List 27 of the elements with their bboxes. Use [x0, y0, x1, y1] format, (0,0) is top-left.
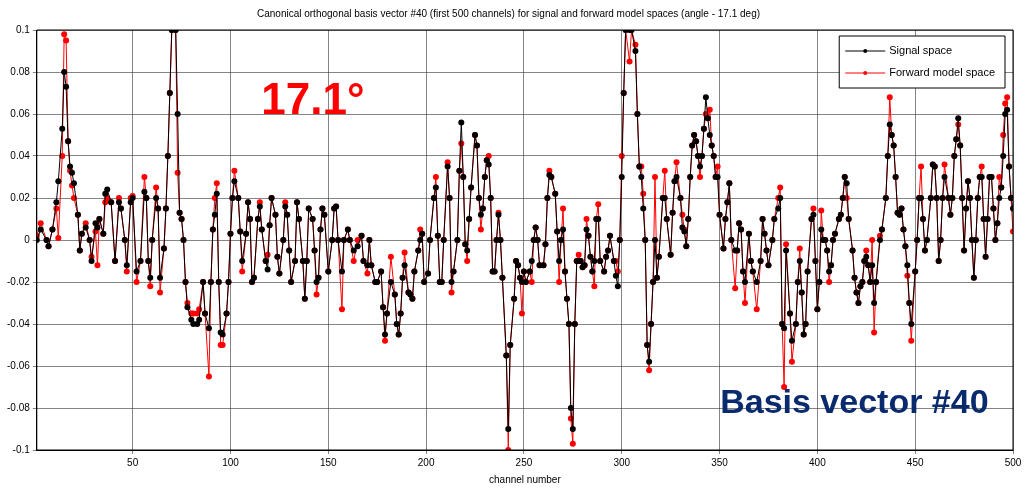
y-tick-label: -0.04 — [7, 317, 31, 329]
x-tick-label: 500 — [1004, 456, 1022, 468]
annotation: 17.1° — [261, 73, 365, 123]
x-tick-label: 400 — [809, 456, 827, 468]
y-tick-label: 0.1 — [15, 23, 31, 35]
chart-title: Canonical orthogonal basis vector #40 (first 500 channels) for signal and forward model spaces (angle - 17.1 deg) — [256, 7, 761, 19]
x-axis-title: channel number — [489, 473, 562, 485]
x-tick-label: 100 — [222, 456, 240, 468]
y-tick-label: 0.04 — [10, 149, 31, 161]
x-tick-label: 300 — [613, 456, 631, 468]
y-tick-label: -0.1 — [12, 443, 31, 455]
legend-label: Signal space — [889, 44, 953, 57]
x-tick-label: 250 — [515, 456, 533, 468]
y-tick-label: -0.06 — [7, 359, 31, 371]
y-tick-label: 0 — [24, 233, 31, 245]
x-tick-label: 200 — [417, 456, 435, 468]
x-tick-label: 350 — [711, 456, 729, 468]
x-tick-label: 450 — [906, 456, 924, 468]
y-tick-label: 0.02 — [10, 191, 31, 203]
y-tick-label: -0.08 — [7, 401, 31, 413]
legend-label: Forward model space — [889, 66, 996, 79]
x-tick-label: 150 — [319, 456, 338, 468]
y-tick-label: 0.06 — [10, 107, 31, 119]
annotation: Basis vector #40 — [720, 382, 989, 421]
x-tick-label: 50 — [127, 456, 139, 468]
y-tick-label: 0.08 — [10, 65, 31, 77]
y-tick-label: -0.02 — [7, 275, 31, 287]
